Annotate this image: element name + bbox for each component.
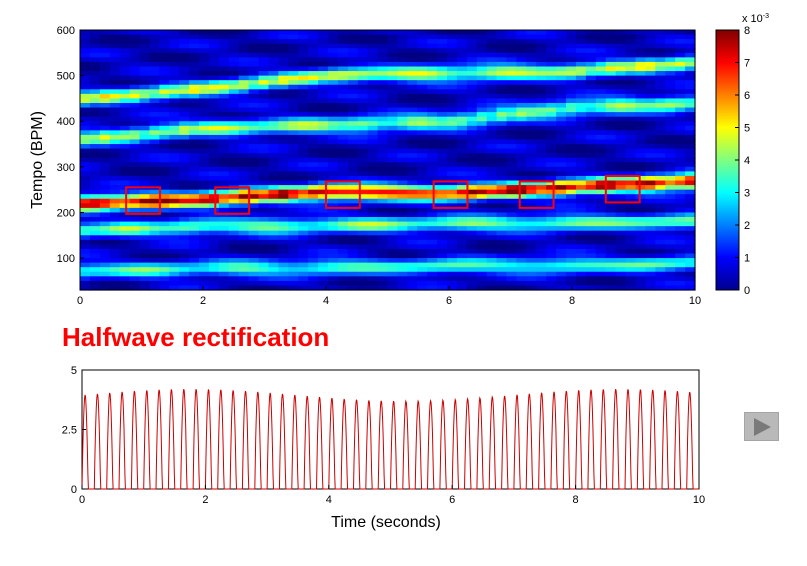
signal-x-tick-label: 6 [449, 494, 455, 506]
colorbar: 0 1 2 3 4 5 6 7 8 x 10-3 [715, 13, 769, 297]
y-tick-label: 100 [57, 253, 75, 265]
x-tick-label: 10 [689, 295, 701, 307]
colorbar-tick-label: 7 [744, 58, 750, 70]
highlight-box-2 [214, 186, 251, 215]
heatmap-ticks: 0 2 4 6 8 10 100 200 300 400 500 600 [57, 25, 701, 307]
highlight-box-5 [518, 180, 555, 209]
highlight-box-6 [604, 174, 641, 204]
signal-line [81, 389, 699, 490]
y-tick-label: 200 [57, 207, 75, 219]
highlight-box-4 [432, 180, 469, 209]
play-icon [754, 418, 771, 436]
x-tick-label: 2 [200, 295, 206, 307]
x-tick-label: 4 [323, 295, 329, 307]
section-title: Halfwave rectification [62, 322, 330, 352]
colorbar-exponent-base: x 10 [742, 13, 763, 25]
colorbar-tick-label: 6 [744, 90, 750, 102]
signal-x-tick-label: 4 [326, 494, 332, 506]
heatmap-cells [80, 30, 696, 291]
signal-ticks: 0 2 4 6 8 10 0 2.5 5 [62, 365, 705, 506]
signal-x-tick-label: 2 [202, 494, 208, 506]
highlight-box-3 [325, 180, 361, 209]
signal-y-tick-label: 0 [71, 484, 77, 496]
colorbar-tick-label: 8 [744, 25, 750, 37]
colorbar-exponent-power: -3 [763, 13, 769, 20]
colorbar-ticks: 0 1 2 3 4 5 6 7 8 [735, 25, 750, 297]
y-tick-label: 500 [57, 71, 75, 83]
signal-x-tick-label: 10 [693, 494, 705, 506]
colorbar-tick-label: 1 [744, 253, 750, 265]
y-tick-label: 400 [57, 116, 75, 128]
tempo-axis-label: Tempo (BPM) [29, 111, 46, 209]
colorbar-exponent: x 10-3 [742, 13, 769, 25]
heatmap-frame [79, 29, 696, 291]
y-tick-label: 600 [57, 25, 75, 37]
x-tick-label: 6 [446, 295, 452, 307]
colorbar-tick-label: 4 [744, 155, 750, 167]
x-tick-label: 8 [569, 295, 575, 307]
colorbar-tick-label: 5 [744, 123, 750, 135]
signal-y-tick-label: 2.5 [62, 425, 77, 437]
colorbar-tick-label: 2 [744, 220, 750, 232]
time-axis-label: Time (seconds) [331, 514, 441, 531]
signal-x-tick-label: 0 [79, 494, 85, 506]
signal-chart: 0 2 4 6 8 10 0 2.5 5 Time (seconds) [62, 365, 705, 531]
signal-x-tick-label: 8 [573, 494, 579, 506]
colorbar-tick-label: 0 [744, 285, 750, 297]
play-button[interactable] [744, 412, 779, 441]
x-tick-label: 0 [77, 295, 83, 307]
tempo-highlight-boxes [125, 174, 641, 215]
tempogram-chart: 0 2 4 6 8 10 100 200 300 400 500 600 Tempo (BPM) [29, 25, 701, 307]
y-tick-label: 300 [57, 162, 75, 174]
signal-y-tick-label: 5 [71, 365, 77, 377]
highlight-box-1 [125, 186, 161, 215]
colorbar-tick-label: 3 [744, 188, 750, 200]
